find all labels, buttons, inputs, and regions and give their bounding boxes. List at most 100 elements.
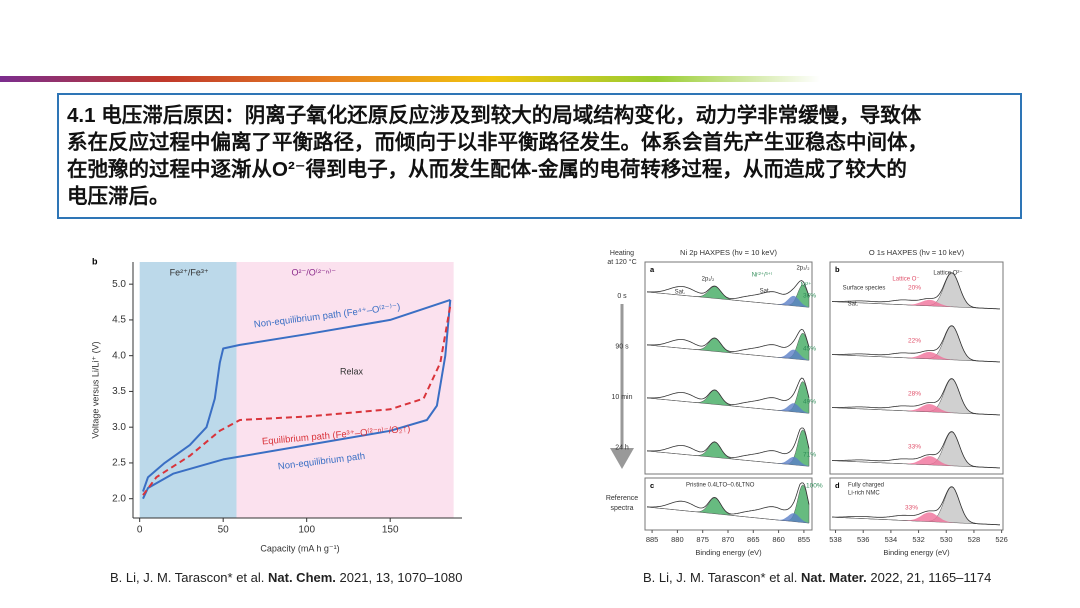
component (831, 431, 1000, 469)
panel-frame (829, 261, 1004, 475)
peak-label: Ni⁽²⁺/³⁺⁾ (752, 272, 773, 279)
time-label: 24 h (615, 444, 629, 451)
y-tick-label: 2.0 (112, 493, 126, 504)
percentage: 33% (905, 505, 918, 512)
y-tick-label: 4.0 (112, 350, 126, 361)
authors: B. Li, J. M. Tarascon* et al. (110, 570, 265, 585)
component (832, 351, 1000, 362)
journal: Nat. Mater. (801, 570, 867, 585)
panel-label: a (650, 265, 655, 274)
y-tick-label: 5.0 (112, 279, 126, 290)
component (646, 429, 810, 467)
x-axis-label: Binding energy (eV) (883, 548, 950, 557)
text-line: 电压滞后。 (67, 185, 170, 208)
peak-label: Surface species (843, 286, 886, 292)
y-tick-label: 2.5 (112, 458, 126, 469)
component (831, 378, 1000, 416)
percentage: 49% (803, 399, 816, 406)
x-tick-label: 536 (857, 535, 870, 544)
percentage: 71% (803, 452, 816, 459)
component (647, 398, 809, 414)
x-tick-label: 150 (382, 525, 399, 536)
component (831, 325, 1000, 363)
percentage: 28% (908, 391, 921, 398)
curve (142, 298, 451, 492)
component (646, 381, 810, 414)
spectrum (832, 272, 1000, 310)
y-tick-label: 3.5 (112, 386, 126, 397)
region-label: Fe²⁺/Fe³⁺ (170, 267, 209, 277)
percentage: 20% (908, 285, 921, 292)
journal: Nat. Chem. (268, 570, 336, 585)
time-label: 0 s (617, 293, 627, 300)
peak-label: Sat. (760, 289, 771, 295)
peak-label: Lattice O⁻ (892, 277, 919, 283)
x-tick-label: 885 (646, 535, 659, 544)
x-tick-label: 530 (940, 535, 953, 544)
reference-note: Li-rich NMC (848, 491, 880, 497)
panel-frame (829, 477, 1004, 531)
spectrum (832, 378, 1000, 416)
reference: 2021, 13, 1070–1080 (339, 570, 463, 585)
region (236, 262, 454, 518)
x-tick-label: 860 (772, 535, 785, 544)
citation: B. Li, J. M. Tarascon* et al. Nat. Chem.… (110, 570, 462, 585)
panel-label: d (835, 481, 840, 490)
spectrum (646, 482, 810, 515)
x-tick-label: 534 (885, 535, 898, 544)
time-label: 90 s (615, 343, 629, 350)
x-tick-label: 528 (968, 535, 981, 544)
x-tick-label: 870 (722, 535, 735, 544)
peak-label: Ni²⁺ (801, 282, 812, 289)
region (139, 262, 237, 518)
panel-label: b (92, 256, 98, 266)
spectrum (646, 377, 810, 406)
reference-note: Fully charged (848, 483, 884, 489)
percentage: 45% (803, 346, 816, 353)
spectrum (646, 280, 810, 299)
authors: B. Li, J. M. Tarascon* et al. (643, 570, 798, 585)
x-tick-label: 532 (912, 535, 925, 544)
region-label: O²⁻/O⁽²⁻ⁿ⁾⁻ (292, 267, 337, 277)
text-line: 系在反应过程中偏离了平衡路径，而倾向于以非平衡路径发生。体系会首先产生亚稳态中间… (67, 131, 928, 154)
y-tick-label: 3.0 (112, 422, 126, 433)
x-tick-label: 880 (671, 535, 684, 544)
x-tick-label: 100 (298, 525, 315, 536)
peak-label: Sat. (848, 302, 859, 308)
component (832, 512, 1000, 525)
x-tick-label: 875 (696, 535, 709, 544)
citation: B. Li, J. M. Tarascon* et al. Nat. Mater… (643, 570, 991, 585)
x-tick-label: 526 (995, 535, 1008, 544)
y-tick-label: 4.5 (112, 315, 126, 326)
x-tick-label: 865 (747, 535, 760, 544)
spectrum (646, 328, 810, 352)
spectrum (832, 325, 1000, 363)
curve (142, 299, 452, 500)
percentage: 33% (908, 444, 921, 451)
peak-label: Lattice O²⁻ (933, 271, 962, 277)
peak-label: 2p₃/₂ (796, 266, 810, 272)
annotation: Relax (340, 366, 364, 376)
percentage: 100% (806, 483, 823, 490)
reference: 2022, 21, 1165–1174 (870, 570, 992, 585)
text-line: 4.1 电压滞后原因：阴离子氧化还原反应涉及到较大的局域结构变化，动力学非常缓慢… (67, 104, 922, 127)
component (832, 486, 1000, 526)
component (831, 272, 1000, 310)
x-tick-label: 538 (829, 535, 842, 544)
time-label: 10 min (611, 394, 632, 401)
component (832, 404, 1000, 415)
component (647, 292, 809, 308)
reference-note: Pristine 0.4LTO–0.6LTNO (686, 483, 755, 489)
text-box: 4.1 电压滞后原因：阴离子氧化还原反应涉及到较大的局域结构变化，动力学非常缓慢… (57, 93, 1022, 219)
text-line: 在弛豫的过程中逐渐从O²⁻得到电子，从而发生配体-金属的电荷转移过程，从而造成了… (67, 158, 907, 181)
peak-label: 2p₁/₂ (702, 277, 715, 283)
x-tick-label: 0 (137, 525, 143, 536)
panel-label: b (835, 265, 840, 274)
x-axis-label: Capacity (mA h g⁻¹) (260, 543, 339, 553)
panel-label: c (650, 481, 654, 490)
spectrum (646, 427, 810, 459)
heading: at 120 °C (607, 258, 636, 266)
heading: Heating (610, 250, 634, 257)
